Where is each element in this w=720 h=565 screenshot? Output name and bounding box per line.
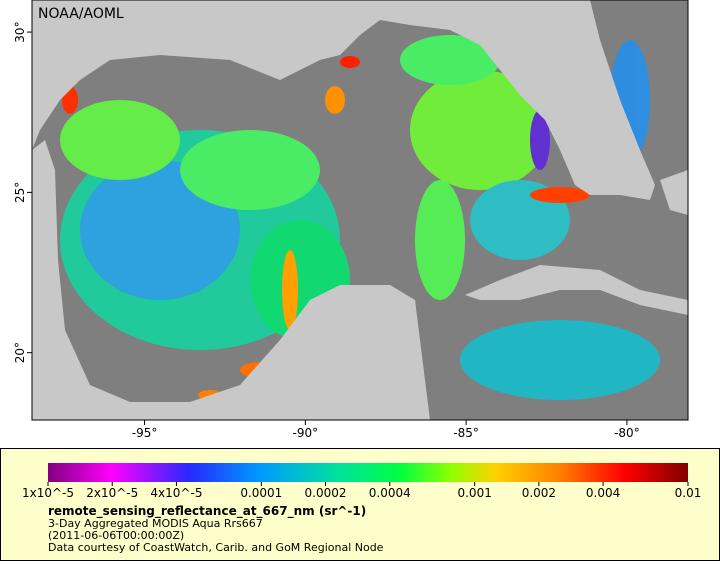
colorbar-tick-label: 1x10^-5 [22, 486, 74, 500]
y-tick-label: 20° [13, 342, 27, 363]
map [32, 0, 688, 420]
colorbar-tick-label: 0.004 [586, 486, 620, 500]
colorbar-tick-label: 0.002 [522, 486, 556, 500]
x-tick-label: -95° [132, 426, 158, 440]
colorbar-tick-label: 0.0004 [369, 486, 411, 500]
colorbar-tick-label: 2x10^-5 [86, 486, 138, 500]
credit: NOAA/AOML [38, 6, 124, 22]
colorbar-tick-label: 0.01 [675, 486, 702, 500]
caption-line: 3-Day Aggregated MODIS Aqua Rrs667 [48, 517, 263, 530]
colorbar [48, 463, 688, 482]
y-tick-label: 30° [13, 21, 27, 42]
caption-line: (2011-06-06T00:00:00Z) [48, 529, 184, 542]
land-north [32, 0, 655, 200]
map-frame [31, 0, 689, 421]
land-south [32, 140, 430, 420]
y-tick-label: 25° [13, 182, 27, 203]
colorbar-tick-label: 0.0002 [305, 486, 347, 500]
colorbar-tick-label: 0.0001 [240, 486, 282, 500]
cuba [465, 265, 688, 315]
x-tick-label: -85° [453, 426, 479, 440]
bahamas [660, 170, 688, 215]
colorbar-tick-label: 0.001 [457, 486, 491, 500]
x-tick-label: -80° [614, 426, 640, 440]
legend-title: remote_sensing_reflectance_at_667_nm (sr… [48, 504, 366, 519]
x-tick-label: -90° [293, 426, 319, 440]
caption-line: Data courtesy of CoastWatch, Carib. and … [48, 541, 384, 554]
colorbar-tick-label: 4x10^-5 [150, 486, 202, 500]
